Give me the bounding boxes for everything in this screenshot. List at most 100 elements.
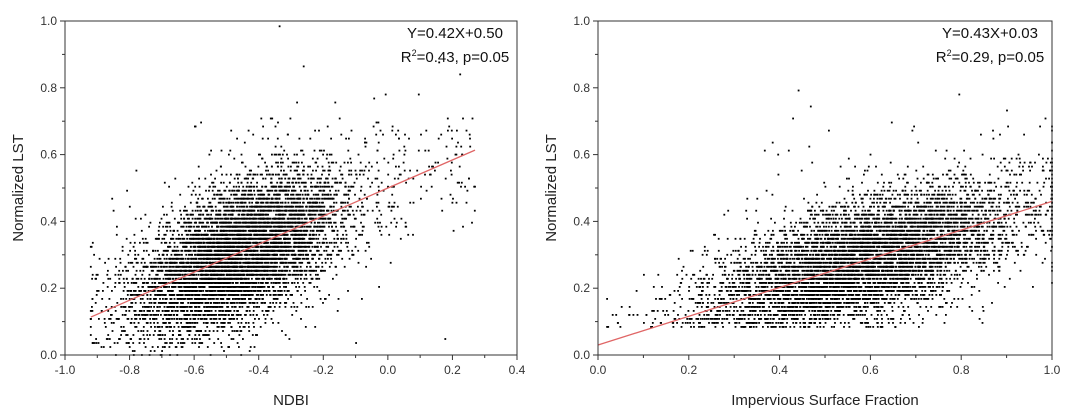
scatter-point xyxy=(262,201,265,204)
scatter-point xyxy=(101,298,104,300)
scatter-point xyxy=(233,237,236,240)
scatter-point xyxy=(166,253,168,256)
scatter-point xyxy=(230,318,232,320)
scatter-point xyxy=(347,249,350,252)
scatter-point xyxy=(424,149,427,152)
scatter-point xyxy=(273,306,276,308)
scatter-point xyxy=(133,350,136,352)
scatter-point xyxy=(170,237,173,240)
scatter-point xyxy=(133,233,136,236)
scatter-point xyxy=(412,233,414,236)
scatter-points xyxy=(89,25,476,356)
scatter-point xyxy=(345,193,348,196)
scatter-point xyxy=(137,322,140,324)
scatter-point xyxy=(458,181,460,184)
scatter-point xyxy=(228,229,231,232)
scatter-point xyxy=(146,241,149,244)
scatter-point xyxy=(325,237,327,240)
scatter-point xyxy=(358,197,361,200)
scatter-point xyxy=(303,237,306,240)
scatter-point xyxy=(217,189,219,192)
scatter-point xyxy=(323,249,326,252)
scatter-point xyxy=(473,209,476,212)
scatter-point xyxy=(311,306,314,308)
scatter-point xyxy=(165,298,168,300)
scatter-point xyxy=(378,209,381,212)
scatter-point xyxy=(284,197,287,200)
scatter-point xyxy=(336,229,339,232)
scatter-point xyxy=(258,241,260,244)
scatter-point xyxy=(248,233,251,236)
scatter-point xyxy=(281,233,283,236)
scatter-point xyxy=(269,306,272,308)
scatter-point xyxy=(250,217,252,220)
scatter-point xyxy=(196,298,199,300)
scatter-point xyxy=(214,310,217,312)
scatter-point xyxy=(120,334,122,336)
scatter-point xyxy=(155,273,158,276)
scatter-point xyxy=(274,265,277,268)
scatter-point xyxy=(174,177,177,180)
scatter-point xyxy=(174,253,177,256)
scatter-point xyxy=(261,233,263,236)
scatter-point xyxy=(371,181,373,184)
scatter-point xyxy=(154,249,157,252)
scatter-point xyxy=(163,257,166,260)
scatter-point xyxy=(251,205,253,208)
scatter-point xyxy=(247,189,250,192)
scatter-point xyxy=(283,149,286,152)
scatter-point xyxy=(253,229,256,232)
scatter-point xyxy=(388,233,391,236)
scatter-point xyxy=(156,310,158,312)
scatter-point xyxy=(246,265,248,268)
scatter-point xyxy=(196,338,198,340)
scatter-point xyxy=(190,213,193,216)
scatter-point xyxy=(184,326,186,328)
scatter-point xyxy=(233,177,236,180)
scatter-point xyxy=(200,310,203,312)
scatter-point xyxy=(343,225,346,228)
scatter-point xyxy=(194,125,196,128)
scatter-point xyxy=(187,265,190,268)
scatter-point xyxy=(197,165,200,168)
scatter-point xyxy=(309,282,312,284)
scatter-point xyxy=(230,201,233,204)
scatter-point xyxy=(230,273,232,276)
scatter-point xyxy=(358,233,360,236)
scatter-point xyxy=(165,314,168,316)
scatter-point xyxy=(171,286,174,288)
scatter-point xyxy=(206,217,209,220)
scatter-point xyxy=(248,350,251,352)
scatter-point xyxy=(195,282,198,284)
scatter-point xyxy=(269,269,271,272)
scatter-point xyxy=(291,233,294,236)
scatter-point xyxy=(245,189,247,192)
scatter-point xyxy=(212,306,214,308)
scatter-point xyxy=(320,189,322,192)
scatter-point xyxy=(298,185,301,188)
scatter-point xyxy=(188,322,191,324)
scatter-point xyxy=(327,221,330,224)
scatter-point xyxy=(311,197,313,200)
scatter-point xyxy=(201,342,204,344)
scatter-point xyxy=(376,193,379,196)
scatter-point xyxy=(330,205,333,208)
scatter-point xyxy=(194,217,197,220)
scatter-point xyxy=(281,253,284,256)
scatter-point xyxy=(296,221,299,224)
scatter-point xyxy=(270,269,273,272)
scatter-point xyxy=(377,225,380,228)
scatter-point xyxy=(249,346,252,348)
scatter-point xyxy=(294,273,296,276)
scatter-point xyxy=(261,185,264,188)
scatter-point xyxy=(256,273,258,276)
scatter-point xyxy=(243,225,246,228)
scatter-point xyxy=(233,197,236,200)
scatter-point xyxy=(227,322,230,324)
scatter-point xyxy=(133,241,136,244)
scatter-point xyxy=(146,334,149,336)
scatter-point xyxy=(276,225,279,228)
scatter-point xyxy=(232,298,234,300)
scatter-point xyxy=(359,173,361,176)
scatter-point xyxy=(384,93,387,96)
